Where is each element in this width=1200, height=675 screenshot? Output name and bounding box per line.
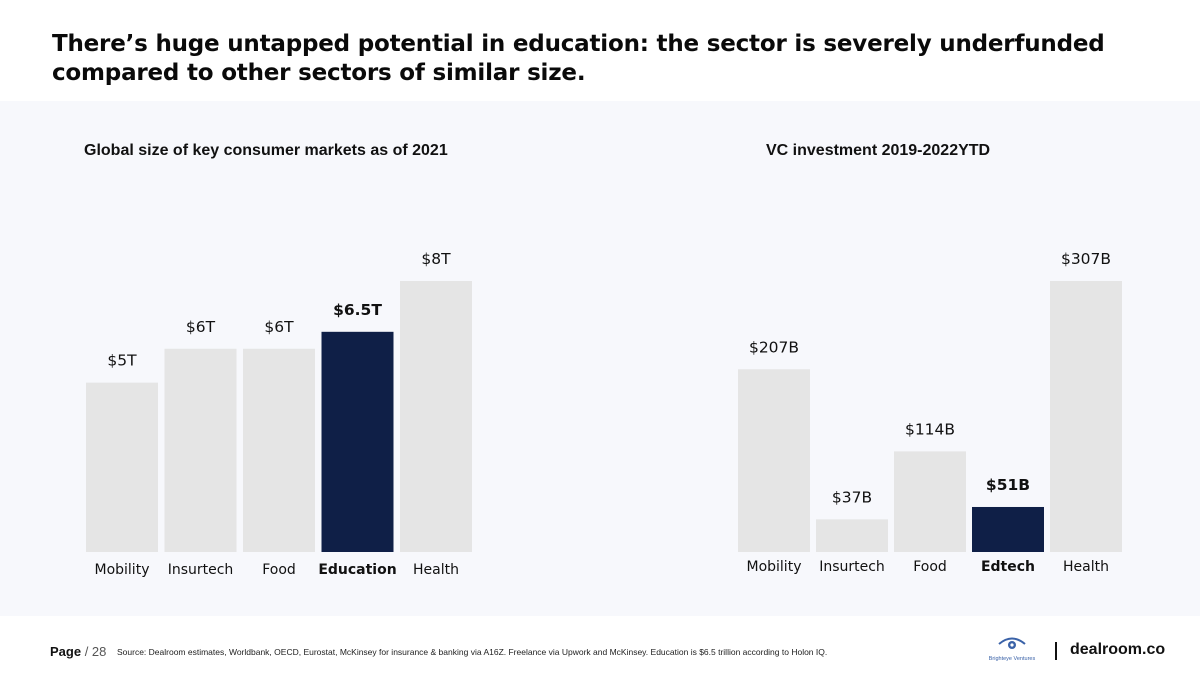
vc-bar-edtech	[972, 506, 1044, 552]
footer	[0, 616, 1200, 675]
market-category-label-food: Food	[262, 562, 296, 578]
vc-bar-health	[1050, 281, 1122, 552]
vc-category-label-edtech: Edtech	[981, 559, 1035, 575]
slide-title: There’s huge untapped potential in educa…	[52, 31, 1105, 86]
market-bar-insurtech	[164, 348, 237, 552]
page-number: / 28	[84, 644, 107, 659]
market-value-label-education: $6.5T	[333, 301, 382, 319]
market-bar-education	[321, 331, 394, 552]
vc-value-label-health: $307B	[1061, 250, 1111, 268]
market-category-label-health: Health	[413, 562, 459, 578]
market-bar-food	[243, 348, 315, 552]
vc-value-label-mobility: $207B	[749, 338, 799, 356]
vc-value-label-food: $114B	[905, 420, 955, 438]
vc-investment-chart: $207B Mobility $37B Insurtech $114B Food $51B E…	[738, 250, 1122, 575]
brand-logo[interactable]: dealroom.co	[1070, 641, 1166, 658]
brighteye-logo: Brighteye Ventures	[982, 636, 1042, 664]
vc-bar-food	[894, 451, 966, 552]
market-category-label-mobility: Mobility	[95, 562, 150, 578]
vc-category-label-food: Food	[913, 559, 947, 575]
vc-value-label-insurtech: $37B	[832, 488, 872, 506]
market-category-label-insurtech: Insurtech	[168, 562, 234, 578]
market-value-label-mobility: $5T	[107, 352, 137, 370]
source-note: Source: Dealroom estimates, Worldbank, O…	[117, 647, 828, 657]
eye-icon	[998, 637, 1026, 649]
market-value-label-health: $8T	[421, 250, 451, 268]
partner-logo-text: Brighteye Ventures	[988, 656, 1036, 662]
market-category-label-education: Education	[318, 562, 396, 578]
page-indicator: Page / 28	[50, 644, 106, 659]
market-size-chart: $5T Mobility $6T Insurtech $6T Food $6.5T Educa…	[86, 250, 472, 578]
vc-category-label-insurtech: Insurtech	[819, 559, 885, 575]
market-bar-health	[400, 281, 472, 552]
vc-bar-mobility	[738, 369, 810, 552]
vc-category-label-mobility: Mobility	[747, 559, 802, 575]
market-value-label-insurtech: $6T	[186, 318, 216, 336]
market-bar-mobility	[86, 382, 158, 552]
market-value-label-food: $6T	[264, 318, 294, 336]
chart-title-market-size: Global size of key consumer markets as o…	[84, 142, 448, 159]
page-label: Page	[50, 644, 82, 659]
vc-value-label-edtech: $51B	[986, 476, 1030, 494]
footer-separator	[1055, 642, 1057, 660]
chart-title-vc-investment: VC investment 2019-2022YTD	[766, 142, 991, 159]
vc-category-label-health: Health	[1063, 559, 1109, 575]
vc-bar-insurtech	[816, 519, 888, 552]
